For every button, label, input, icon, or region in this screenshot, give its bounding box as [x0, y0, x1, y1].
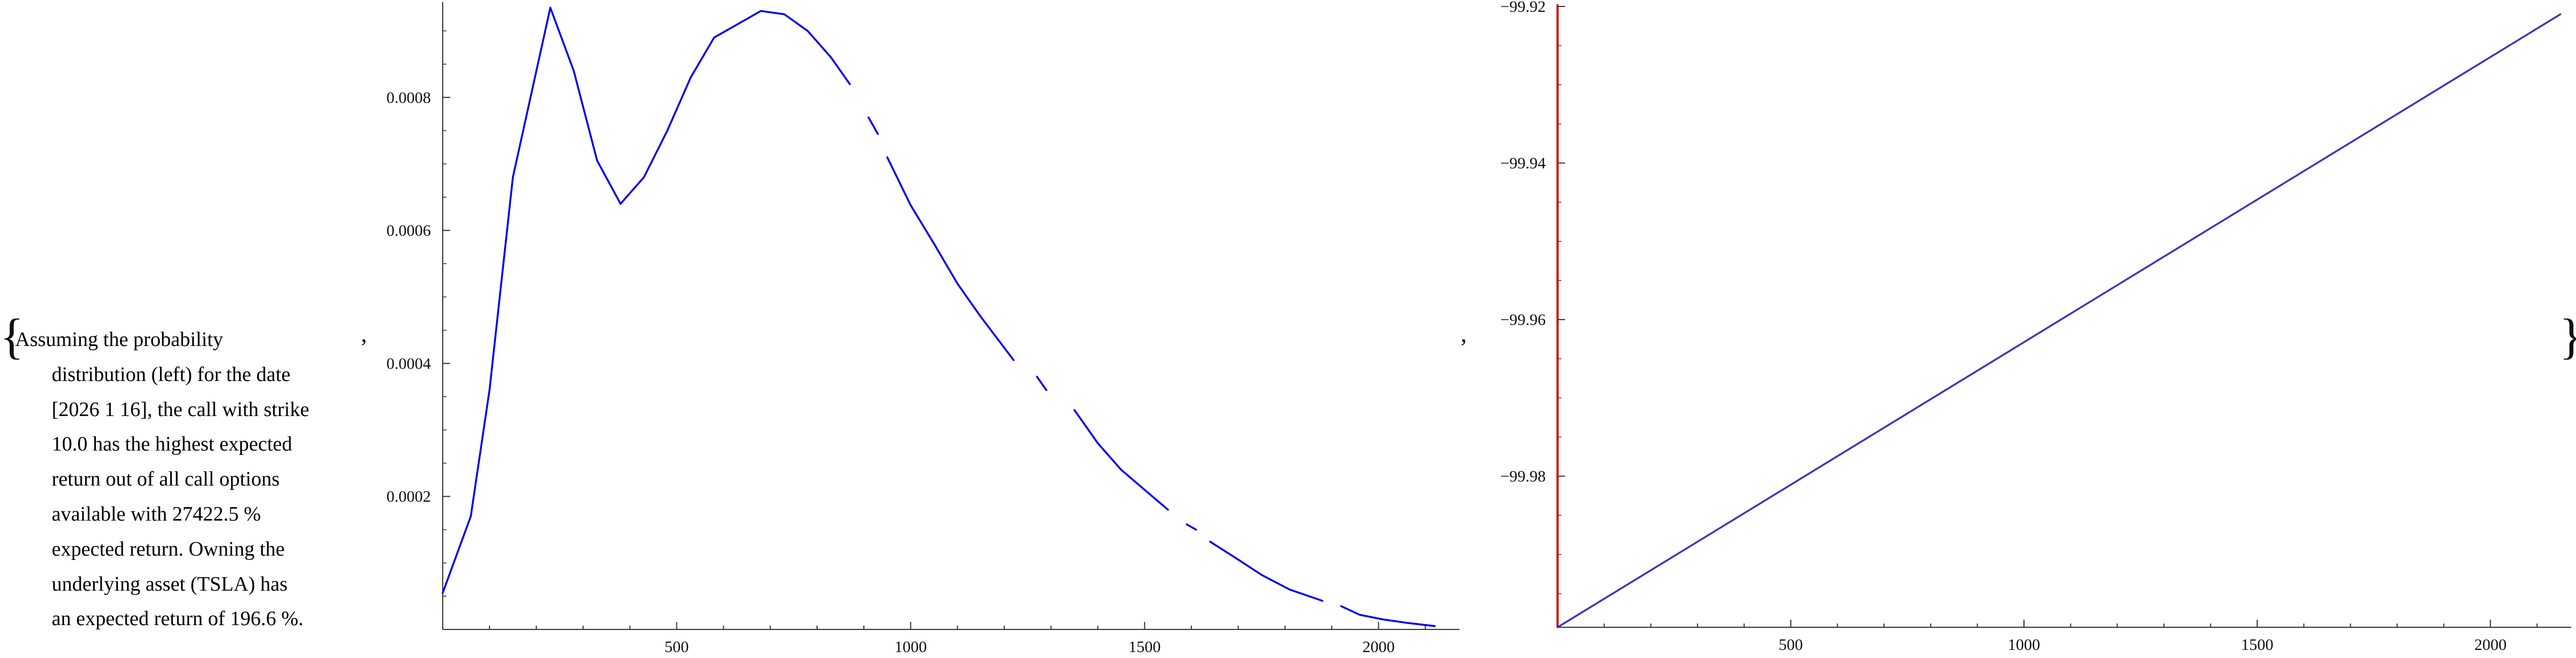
y-tick-label: 0.0004: [387, 355, 431, 372]
series-line-segment: [1036, 376, 1048, 391]
probability-distribution-chart: 500 1000 1500 2000 0.0002 0.0004 0.0006 0.0008: [387, 2, 1460, 656]
description-line: underlying asset (TSLA) has: [52, 572, 288, 595]
series-line-segment: [619, 10, 851, 205]
description-line: expected return. Owning the: [52, 537, 285, 560]
x-tick-label: 500: [1779, 636, 1803, 654]
series-line-segment: [1209, 541, 1324, 602]
description-line: [2026 1 16], the call with strike: [52, 398, 310, 421]
y-tick-label: −99.92: [1500, 0, 1546, 16]
description-line: distribution (left) for the date: [52, 363, 291, 386]
x-tick-label: 1000: [2008, 636, 2040, 654]
x-tick-label: 2000: [1363, 638, 1395, 656]
series-line-segment: [1185, 523, 1197, 531]
y-tick-label: 0.0008: [387, 89, 431, 107]
x-tick-label: 1500: [2241, 636, 2273, 654]
open-brace: {: [0, 309, 24, 364]
series-line-segment: [442, 6, 622, 594]
x-tick-label: 1000: [895, 638, 927, 656]
series-line-segment: [886, 156, 1015, 361]
series-line-segment: [867, 116, 879, 135]
list-separator: ,: [1461, 320, 1467, 347]
description-line: Assuming the probability: [15, 328, 224, 351]
description-line: available with 27422.5 %: [52, 502, 261, 525]
list-separator: ,: [361, 320, 367, 347]
description-line: an expected return of 196.6 %.: [52, 607, 304, 631]
close-brace: }: [2559, 311, 2576, 361]
y-tick-label: 0.0002: [387, 488, 431, 505]
description-line: 10.0 has the highest expected: [52, 433, 292, 456]
y-tick-label: −99.96: [1500, 311, 1546, 329]
y-tick-label: −99.98: [1500, 468, 1546, 486]
series-line-segment: [1073, 409, 1169, 511]
description-line: return out of all call options: [52, 468, 280, 491]
series-line-segment: [1340, 605, 1436, 627]
x-tick-label: 2000: [2474, 636, 2507, 654]
description-text: Assuming the probability distribution (l…: [15, 322, 371, 636]
series-line-segment: [1556, 13, 2561, 628]
y-tick-label: 0.0006: [387, 222, 431, 240]
x-tick-label: 500: [665, 638, 689, 656]
x-tick-label: 1500: [1128, 638, 1161, 656]
y-tick-label: −99.94: [1500, 155, 1546, 172]
